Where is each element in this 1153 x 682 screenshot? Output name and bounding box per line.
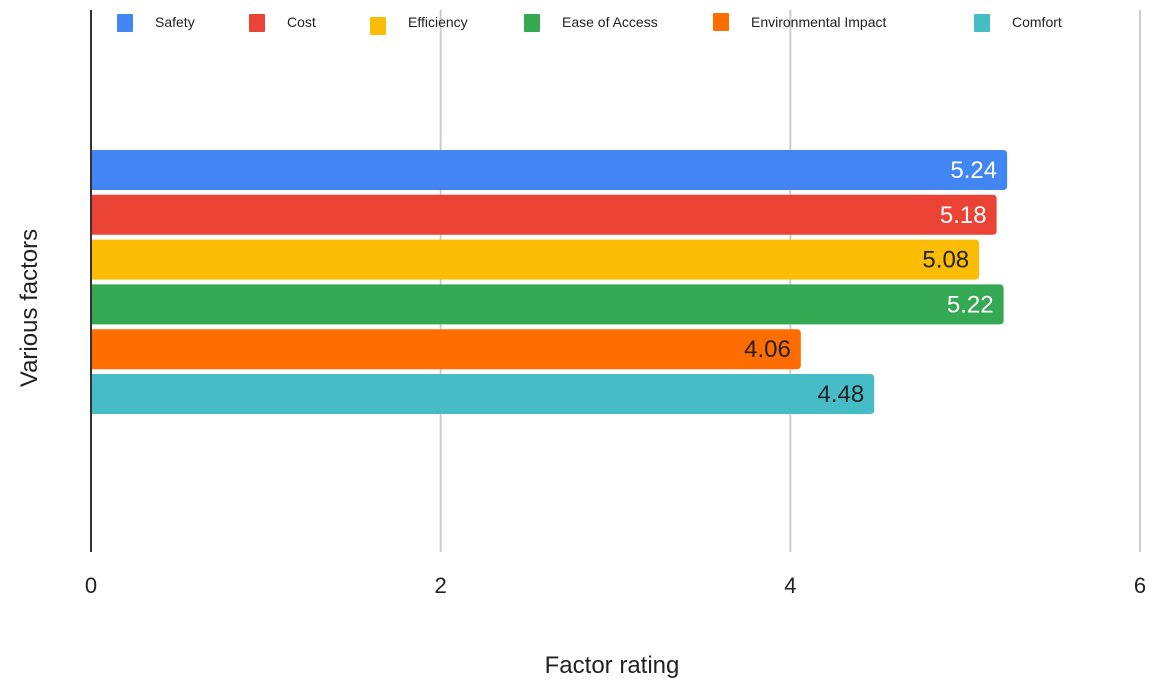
legend-item: Safety <box>117 14 195 32</box>
bar-cost <box>91 194 997 235</box>
gridlines <box>439 10 1141 552</box>
legend-label: Comfort <box>1012 14 1062 30</box>
legend-label: Safety <box>155 14 195 30</box>
legend-swatch <box>974 14 990 32</box>
legend-label: Ease of Access <box>562 14 658 30</box>
x-tick-label: 4 <box>784 573 796 598</box>
legend-item: Comfort <box>974 14 1062 32</box>
legend-label: Environmental Impact <box>751 14 887 30</box>
x-tick-label: 6 <box>1134 573 1146 598</box>
bar-safety <box>91 150 1008 190</box>
x-axis-title: Factor rating <box>545 652 680 679</box>
legend-item: Efficiency <box>370 14 468 35</box>
legend-swatch <box>370 17 386 35</box>
y-axis-title: Various factors <box>16 229 43 387</box>
legend-label: Efficiency <box>408 14 468 30</box>
legend: Safety Cost Efficiency Ease of Access Enviro… <box>117 13 1062 35</box>
bar-value-label: 5.24 <box>950 157 997 184</box>
bar-value-label: 4.48 <box>818 381 865 408</box>
legend-item: Environmental Impact <box>713 13 887 31</box>
legend-item: Cost <box>249 14 316 32</box>
bar-ease-of-access <box>91 284 1004 325</box>
legend-label: Cost <box>287 14 316 30</box>
legend-item: Ease of Access <box>524 14 658 32</box>
legend-swatch <box>249 14 265 32</box>
legend-swatch <box>117 14 133 32</box>
legend-swatch <box>524 14 540 32</box>
bar-value-label: 5.08 <box>922 247 969 274</box>
legend-swatch <box>713 13 729 31</box>
x-axis-ticks: 0 2 4 6 <box>85 573 1146 598</box>
x-tick-label: 0 <box>85 573 97 598</box>
bar-value-label: 4.06 <box>744 336 791 363</box>
bar-value-label: 5.22 <box>947 291 994 318</box>
bar-value-label: 5.18 <box>940 202 987 229</box>
bars: 5.24 5.18 5.08 5.22 4.06 4.48 <box>91 150 1008 414</box>
x-tick-label: 2 <box>435 573 447 598</box>
bar-environmental-impact <box>91 329 801 370</box>
bar-efficiency <box>91 239 980 280</box>
bar-comfort <box>91 374 875 414</box>
